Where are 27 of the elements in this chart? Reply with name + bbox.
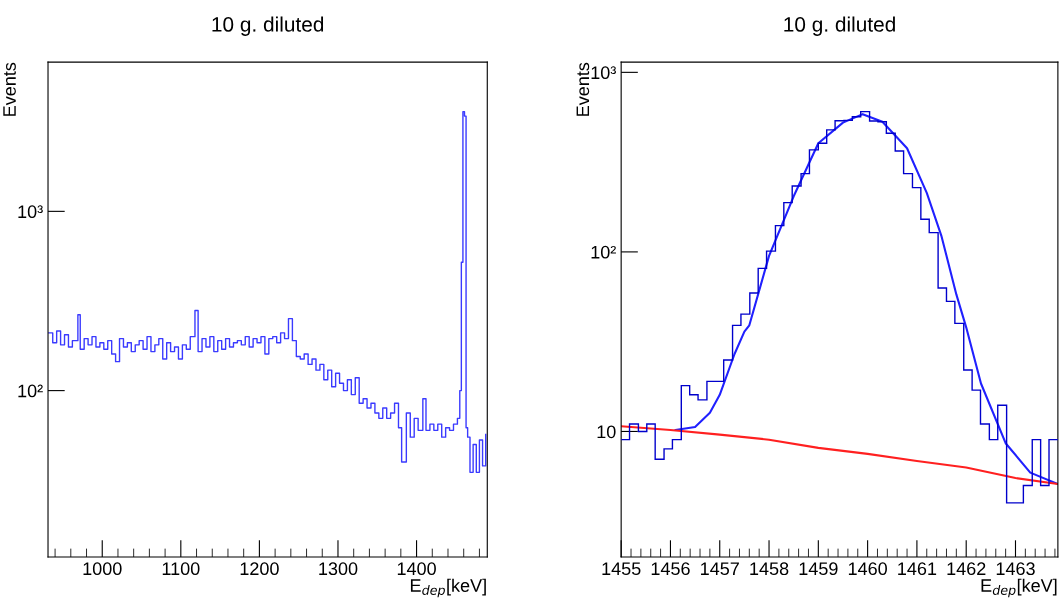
x-tick-label: 1460 (848, 562, 887, 576)
x-axis-title: E$_{dep}$[keV] (981, 578, 1057, 598)
y-tick-label: 10³ (18, 205, 43, 219)
chart-title: 10 g. diluted (784, 16, 895, 36)
line-series (621, 425, 1058, 486)
x-tick-label: 1459 (799, 562, 838, 576)
y-axis-title: Events (3, 62, 16, 116)
y-tick-label: 10 (597, 425, 616, 439)
y-tick-label: 10³ (591, 66, 616, 80)
line-series (674, 113, 1058, 486)
x-axis-title: E$_{dep}$[keV] (410, 578, 486, 598)
x-tick-label: 1455 (602, 562, 641, 576)
x-tick-label: 1456 (651, 562, 690, 576)
x-tick-label: 1100 (162, 562, 200, 576)
chart-title: 10 g. diluted (212, 16, 324, 36)
x-tick-label: 1200 (240, 562, 279, 576)
x-tick-label: 1458 (750, 562, 789, 576)
x-tick-label: 1461 (898, 562, 937, 576)
x-tick-label: 1462 (947, 562, 986, 576)
y-tick-label: 10² (591, 245, 616, 259)
x-tick-label: 1400 (397, 562, 436, 576)
x-tick-label: 1457 (701, 562, 739, 576)
y-axis-title: Events (576, 62, 590, 116)
x-tick-label: 1000 (83, 562, 122, 576)
x-tick-label: 1300 (319, 562, 358, 576)
y-tick-label: 10² (18, 384, 43, 398)
x-tick-label: 1463 (996, 562, 1035, 576)
